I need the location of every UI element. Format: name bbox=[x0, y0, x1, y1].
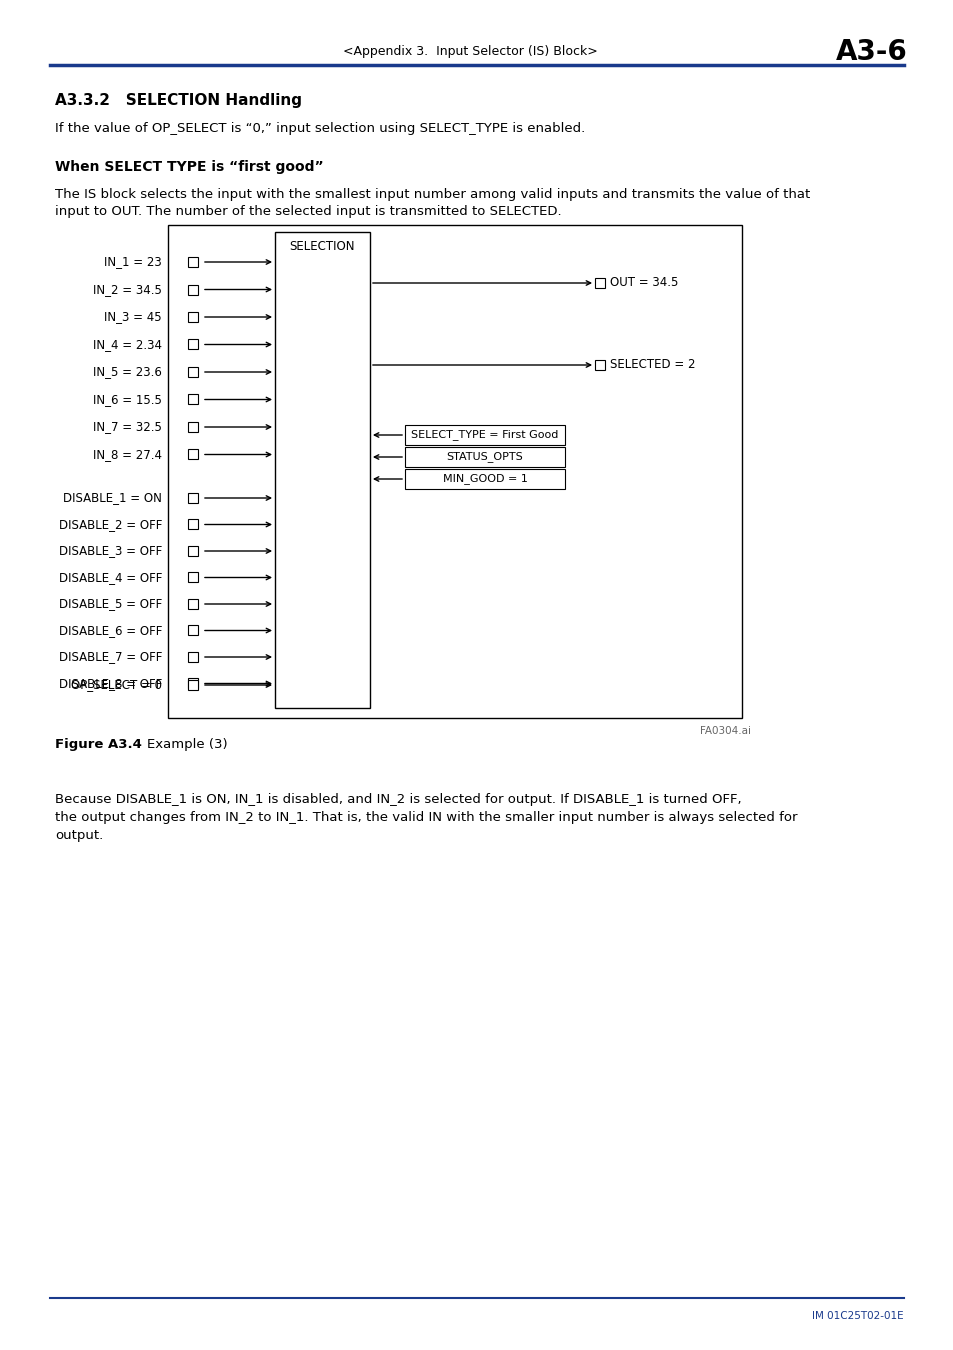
Text: IN_1 = 23: IN_1 = 23 bbox=[104, 255, 162, 269]
Text: OP_SELECT = 0: OP_SELECT = 0 bbox=[71, 679, 162, 691]
Bar bbox=[188, 367, 198, 377]
Text: DISABLE_5 = OFF: DISABLE_5 = OFF bbox=[59, 598, 162, 610]
Text: IN_3 = 45: IN_3 = 45 bbox=[104, 310, 162, 324]
Text: The IS block selects the input with the smallest input number among valid inputs: The IS block selects the input with the … bbox=[55, 188, 809, 201]
Text: OUT = 34.5: OUT = 34.5 bbox=[609, 277, 678, 289]
Text: MIN_GOOD = 1: MIN_GOOD = 1 bbox=[442, 474, 527, 485]
Bar bbox=[188, 680, 198, 690]
Text: DISABLE_4 = OFF: DISABLE_4 = OFF bbox=[58, 571, 162, 585]
Bar bbox=[274, 232, 370, 707]
Bar bbox=[595, 360, 604, 370]
Text: IN_8 = 27.4: IN_8 = 27.4 bbox=[92, 448, 162, 460]
Bar bbox=[405, 468, 564, 489]
Text: DISABLE_6 = OFF: DISABLE_6 = OFF bbox=[58, 624, 162, 637]
Text: output.: output. bbox=[55, 829, 103, 842]
Text: IN_4 = 2.34: IN_4 = 2.34 bbox=[92, 338, 162, 351]
Text: Because DISABLE_1 is ON, IN_1 is disabled, and IN_2 is selected for output. If D: Because DISABLE_1 is ON, IN_1 is disable… bbox=[55, 792, 740, 806]
Bar bbox=[595, 278, 604, 288]
Bar bbox=[188, 339, 198, 350]
Text: DISABLE_8 = OFF: DISABLE_8 = OFF bbox=[59, 676, 162, 690]
Bar bbox=[188, 652, 198, 662]
Bar bbox=[188, 256, 198, 267]
Bar bbox=[188, 520, 198, 529]
Bar bbox=[188, 394, 198, 405]
Text: FA0304.ai: FA0304.ai bbox=[700, 726, 750, 736]
Text: SELECT_TYPE = First Good: SELECT_TYPE = First Good bbox=[411, 429, 558, 440]
Bar bbox=[188, 572, 198, 582]
Bar bbox=[188, 423, 198, 432]
Bar bbox=[188, 599, 198, 609]
Bar bbox=[405, 447, 564, 467]
Text: IM 01C25T02-01E: IM 01C25T02-01E bbox=[812, 1311, 903, 1322]
Text: Figure A3.4: Figure A3.4 bbox=[55, 738, 142, 751]
Text: SELECTION: SELECTION bbox=[290, 240, 355, 252]
Bar bbox=[168, 225, 741, 718]
Text: Example (3): Example (3) bbox=[130, 738, 228, 751]
Text: DISABLE_7 = OFF: DISABLE_7 = OFF bbox=[58, 651, 162, 663]
Text: A3.3.2   SELECTION Handling: A3.3.2 SELECTION Handling bbox=[55, 93, 302, 108]
Bar bbox=[188, 493, 198, 504]
Text: When SELECT TYPE is “first good”: When SELECT TYPE is “first good” bbox=[55, 161, 323, 174]
Text: SELECTED = 2: SELECTED = 2 bbox=[609, 359, 695, 371]
Text: <Appendix 3.  Input Selector (IS) Block>: <Appendix 3. Input Selector (IS) Block> bbox=[342, 46, 597, 58]
Text: IN_5 = 23.6: IN_5 = 23.6 bbox=[93, 366, 162, 378]
Text: A3-6: A3-6 bbox=[836, 38, 907, 66]
Text: If the value of OP_SELECT is “0,” input selection using SELECT_TYPE is enabled.: If the value of OP_SELECT is “0,” input … bbox=[55, 122, 584, 135]
Bar bbox=[405, 425, 564, 446]
Bar bbox=[188, 450, 198, 459]
Bar bbox=[188, 625, 198, 636]
Bar bbox=[188, 545, 198, 556]
Text: input to OUT. The number of the selected input is transmitted to SELECTED.: input to OUT. The number of the selected… bbox=[55, 205, 561, 217]
Text: DISABLE_3 = OFF: DISABLE_3 = OFF bbox=[59, 544, 162, 558]
Text: the output changes from IN_2 to IN_1. That is, the valid IN with the smaller inp: the output changes from IN_2 to IN_1. Th… bbox=[55, 811, 797, 824]
Text: DISABLE_1 = ON: DISABLE_1 = ON bbox=[63, 491, 162, 505]
Text: DISABLE_2 = OFF: DISABLE_2 = OFF bbox=[58, 518, 162, 531]
Text: IN_6 = 15.5: IN_6 = 15.5 bbox=[93, 393, 162, 406]
Bar bbox=[188, 312, 198, 323]
Text: IN_7 = 32.5: IN_7 = 32.5 bbox=[93, 420, 162, 433]
Bar bbox=[188, 285, 198, 294]
Text: STATUS_OPTS: STATUS_OPTS bbox=[446, 451, 523, 463]
Bar bbox=[188, 679, 198, 688]
Text: IN_2 = 34.5: IN_2 = 34.5 bbox=[93, 284, 162, 296]
